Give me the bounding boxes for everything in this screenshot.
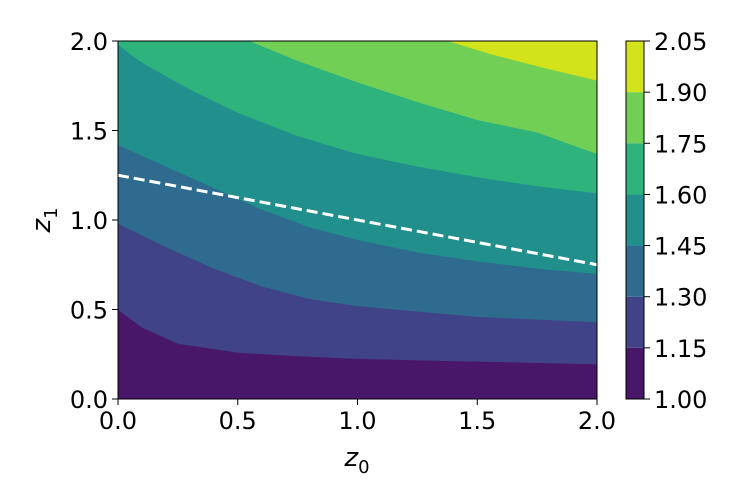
contour-band-5 [249,41,597,155]
colorbar-tick-label: 1.15 [654,335,707,363]
colorbar-frame [625,40,645,400]
colorbar-tick-label: 1.90 [654,79,707,107]
y-tick-label: 1.0 [70,207,108,235]
y-tick-label: 1.5 [70,118,108,146]
x-tick-label: 1.5 [458,407,496,435]
dashed-reference-line [118,173,597,267]
y-tick-label: 2.0 [70,28,108,56]
y-tick-label: 0.0 [70,386,108,414]
colorbar-tick-label: 1.45 [654,233,707,261]
colorbar-segment [626,245,644,297]
colorbar-tick-label: 1.60 [654,181,707,209]
colorbar-tick-label: 2.05 [654,28,707,56]
colorbar-segment [626,41,644,93]
contour-band-6 [448,41,597,81]
colorbar-segment [626,296,644,348]
colorbar-tick-label: 1.00 [654,386,707,414]
x-tick-label: 0.0 [99,407,137,435]
colorbar-segment [626,92,644,144]
y-axis-label: z1 [27,207,62,233]
plot-area [118,41,597,399]
colorbar: 1.00 1.15 1.30 1.45 1.60 1.75 1.90 2.05 [625,28,707,414]
colorbar-segment [626,347,644,399]
x-axis-label: z0 [343,443,369,478]
x-tick-label: 1.0 [338,407,376,435]
colorbar-segment [626,194,644,246]
colorbar-segment [626,143,644,195]
colorbar-tick-label: 1.75 [654,130,707,158]
x-tick-label: 2.0 [578,407,616,435]
x-tick-label: 0.5 [219,407,257,435]
colorbar-tick-label: 1.30 [654,284,707,312]
y-tick-label: 0.5 [70,297,108,325]
axes: 0.0 0.5 1.0 1.5 2.0 0.0 0.5 1.0 1.5 2.0 [70,28,616,435]
